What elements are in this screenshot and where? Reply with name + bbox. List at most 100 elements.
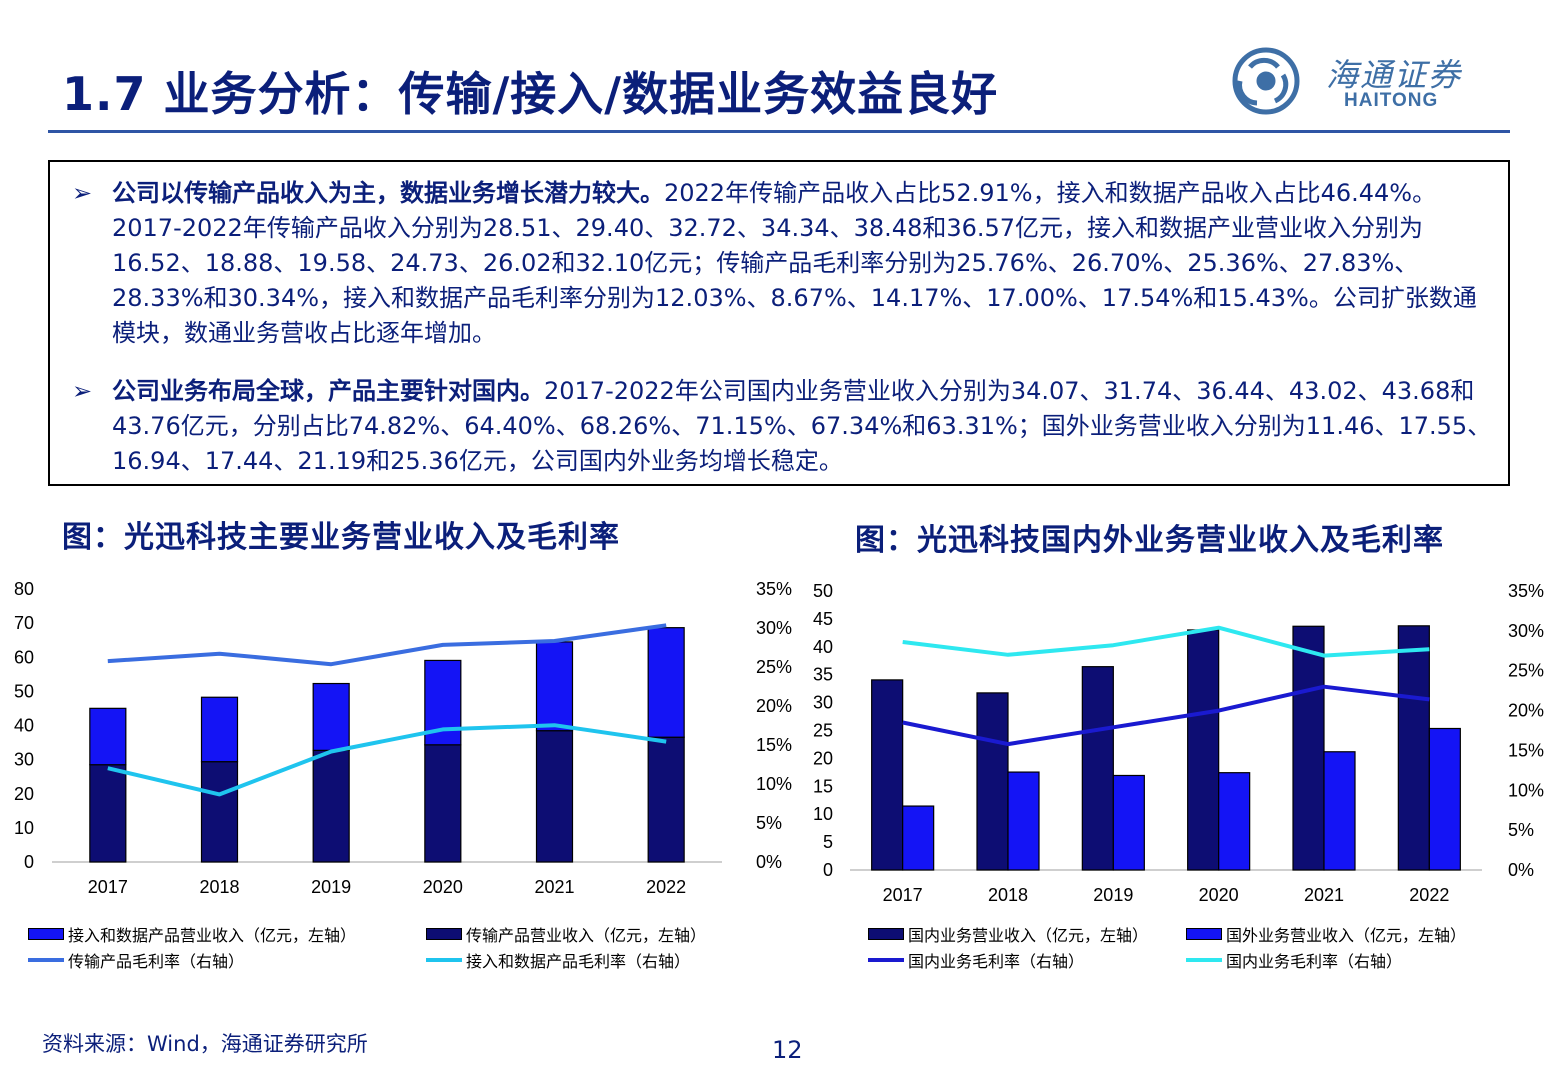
y-left-tick-label: 80 (14, 579, 34, 599)
y-left-tick-label: 30 (14, 750, 34, 770)
bullet-2-text: 2017-2022年公司国内业务营业收入分别为34.07、31.74、36.44… (112, 377, 1492, 475)
legend-label: 国内业务毛利率（右轴） (908, 952, 1085, 971)
y-right-tick-label: 5% (1508, 820, 1534, 840)
x-tick-label: 2021 (1304, 885, 1344, 905)
legend-swatch (426, 958, 462, 962)
y-right-tick-label: 0% (1508, 860, 1534, 880)
chart-2-legend: 国内业务营业收入（亿元，左轴） 国外业务营业收入（亿元，左轴） 国内业务毛利率（右轴… (868, 922, 1558, 982)
legend-label: 接入和数据产品营业收入（亿元，左轴） (68, 926, 357, 945)
bar-segment (647, 736, 685, 863)
y-right-tick-label: 30% (756, 618, 792, 638)
bullet-arrow-icon: ➢ (72, 377, 93, 405)
legend-label: 传输产品毛利率（右轴） (68, 952, 245, 971)
y-right-tick-label: 5% (756, 813, 782, 833)
summary-box: ➢ 公司以传输产品收入为主，数据业务增长潜力较大。2022年传输产品收入占比52… (48, 160, 1510, 486)
y-right-tick-label: 10% (756, 774, 792, 794)
y-left-tick-label: 50 (14, 681, 34, 701)
bar (1112, 774, 1145, 871)
y-right-tick-label: 10% (1508, 780, 1544, 800)
legend-item: 国内业务营业收入（亿元，左轴） (868, 922, 1148, 946)
bar-segment (312, 682, 350, 751)
bullet-1-lead: 公司以传输产品收入为主，数据业务增长潜力较大。 (112, 179, 664, 207)
y-left-tick-label: 70 (14, 613, 34, 633)
legend-swatch (28, 958, 64, 962)
x-tick-label: 2017 (883, 885, 923, 905)
bar-segment (424, 744, 462, 863)
bar-segment (647, 627, 685, 738)
bar (1397, 625, 1430, 871)
revenue-margin-chart-by-product: 0 10 20 30 40 50 60 70 80 0% 5% 10% 15% 20% 25% 30% 35% 2… (14, 579, 792, 897)
legend-swatch (868, 928, 904, 940)
bar (902, 805, 935, 871)
x-tick-label: 2022 (646, 877, 686, 897)
x-tick-label: 2018 (988, 885, 1028, 905)
y-right-tick-label: 25% (1508, 661, 1544, 681)
source-note: 资料来源：Wind，海通证券研究所 (42, 1032, 368, 1056)
y-right-tick-label: 35% (1508, 581, 1544, 601)
bullet-1: ➢ 公司以传输产品收入为主，数据业务增长潜力较大。2022年传输产品收入占比52… (72, 176, 1496, 351)
y-right-tick-label: 15% (1508, 740, 1544, 760)
y-right-tick-label: 30% (1508, 621, 1544, 641)
bar-segment (89, 707, 127, 766)
y-left-tick-label: 40 (813, 637, 833, 657)
series-line (107, 623, 667, 667)
y-left-tick-label: 60 (14, 647, 34, 667)
bar-segment (89, 764, 127, 863)
x-tick-label: 2020 (1199, 885, 1239, 905)
bullet-1-text: 2022年传输产品收入占比52.91%，接入和数据产品收入占比46.44%。20… (112, 179, 1477, 347)
y-right-tick-label: 20% (756, 696, 792, 716)
revenue-margin-chart-by-region: 0 5 10 15 20 25 30 35 40 45 50 0% 5% 10% 15% 20% 25% 30% 3… (813, 581, 1544, 905)
bullet-2: ➢ 公司业务布局全球，产品主要针对国内。2017-2022年公司国内业务营业收入… (72, 374, 1496, 479)
bar (1428, 727, 1461, 871)
page-number: 12 (772, 1036, 803, 1064)
bullet-2-lead: 公司业务布局全球，产品主要针对国内。 (112, 377, 544, 405)
legend-item: 传输产品毛利率（右轴） (28, 948, 244, 972)
series-line (902, 625, 1430, 658)
x-tick-label: 2021 (534, 877, 574, 897)
haitong-emblem-icon (1232, 47, 1300, 115)
page-title: 1.7 业务分析：传输/接入/数据业务效益良好 (62, 67, 999, 121)
x-tick-label: 2019 (311, 877, 351, 897)
legend-swatch (426, 928, 462, 940)
legend-item: 传输产品营业收入（亿元，左轴） (426, 922, 706, 946)
y-left-tick-label: 15 (813, 776, 833, 796)
title-divider (48, 130, 1510, 133)
legend-swatch (868, 958, 904, 962)
logo-chinese-text: 海通证券 (1326, 56, 1463, 94)
haitong-logo: 海通证券 HAITONG (1226, 44, 1516, 118)
bar (976, 692, 1009, 871)
y-right-tick-label: 15% (756, 735, 792, 755)
bar (1292, 625, 1325, 871)
bar (1323, 751, 1356, 871)
x-tick-label: 2020 (423, 877, 463, 897)
y-left-tick-label: 25 (813, 721, 833, 741)
bullet-arrow-icon: ➢ (72, 179, 93, 207)
y-left-tick-label: 20 (14, 784, 34, 804)
legend-label: 传输产品营业收入（亿元，左轴） (466, 926, 707, 945)
bar (1081, 666, 1114, 871)
bar (871, 679, 904, 871)
logo-english-text: HAITONG (1344, 90, 1439, 111)
bar-segment (200, 696, 239, 763)
y-left-tick-label: 35 (813, 665, 833, 685)
legend-swatch (1186, 928, 1222, 940)
legend-item: 国外业务营业收入（亿元，左轴） (1186, 922, 1466, 946)
legend-item: 国内业务毛利率（右轴） (1186, 948, 1402, 972)
y-right-tick-label: 25% (756, 657, 792, 677)
bar-segment (200, 761, 239, 863)
x-tick-label: 2017 (88, 877, 128, 897)
legend-swatch (28, 928, 64, 940)
y-left-tick-label: 45 (813, 609, 833, 629)
y-left-tick-label: 30 (813, 693, 833, 713)
y-right-tick-label: 35% (756, 579, 792, 599)
chart-2-title: 图：光迅科技国内外业务营业收入及毛利率 (855, 523, 1444, 558)
bar (1007, 771, 1040, 871)
bar-segment (535, 730, 574, 863)
y-left-tick-label: 0 (823, 860, 833, 880)
chart-1-title: 图：光迅科技主要业务营业收入及毛利率 (62, 520, 620, 555)
y-right-tick-label: 20% (1508, 701, 1544, 721)
y-left-tick-label: 0 (24, 852, 34, 872)
series-line (107, 723, 667, 797)
bar-segment (312, 749, 350, 863)
y-left-tick-label: 40 (14, 716, 34, 736)
